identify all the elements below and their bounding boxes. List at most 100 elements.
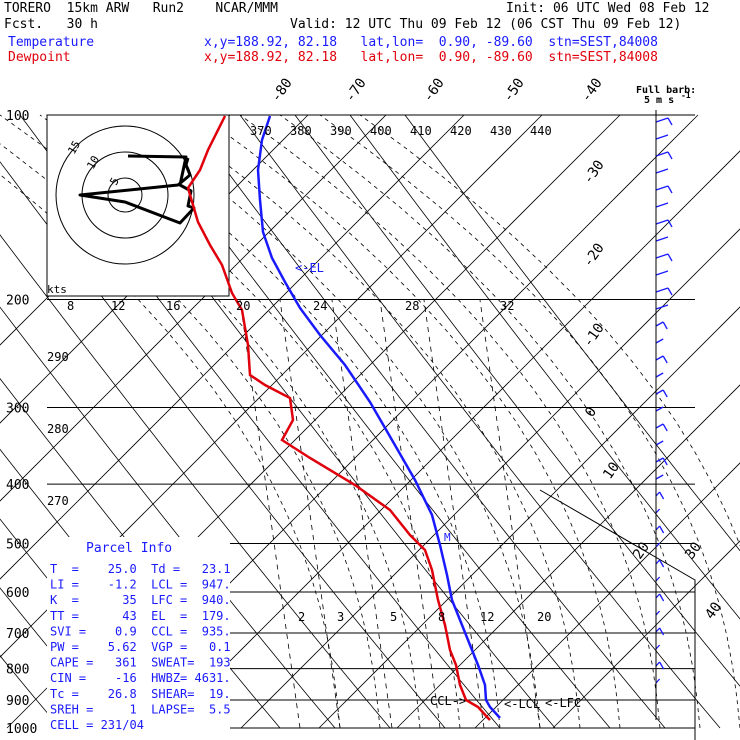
dry-adiabat bbox=[0, 234, 391, 729]
mixing-ratio-line bbox=[423, 299, 485, 729]
temperature-legend: Temperature bbox=[8, 35, 95, 50]
dry-adiabat bbox=[239, 114, 721, 729]
mixing-ratio-line bbox=[479, 299, 541, 729]
pressure-label-400: 400 bbox=[6, 478, 29, 493]
wind-barb bbox=[655, 219, 669, 225]
parcel-info-row: K = 35 LFC = 940. bbox=[50, 593, 231, 607]
wind-barb bbox=[655, 661, 661, 667]
wind-barb bbox=[655, 576, 661, 582]
hodograph-trace bbox=[78, 154, 196, 225]
dry-adiabat bbox=[404, 114, 740, 552]
wind-barb bbox=[655, 627, 661, 633]
parcel-info-row: SVI = 0.9 CCL = 935. bbox=[50, 624, 231, 638]
dry-adiabat bbox=[0, 306, 336, 729]
mixing-lower-label-20: 20 bbox=[537, 610, 551, 624]
theta-e-label-430: 430 bbox=[490, 124, 512, 138]
wind-barb bbox=[655, 117, 669, 123]
mixing-upper-label-28: 28 bbox=[405, 299, 419, 313]
mixing-lower-label-2: 2 bbox=[298, 610, 305, 624]
mixing-ratio-line bbox=[279, 299, 341, 729]
hodo-ring-label-15: 15 bbox=[65, 139, 83, 157]
wind-barb-feather bbox=[667, 117, 673, 126]
wind-barb bbox=[655, 593, 661, 599]
wind-barb-feather bbox=[667, 185, 673, 194]
wind-barb bbox=[655, 134, 669, 140]
dry-adiabat bbox=[294, 114, 740, 687]
wind-barb bbox=[655, 389, 664, 395]
wind-barb bbox=[655, 491, 661, 497]
theta-e-label-380: 380 bbox=[290, 124, 312, 138]
wind-barb-feather bbox=[667, 287, 673, 296]
el-annotation: <-EL bbox=[295, 261, 324, 275]
wind-barb bbox=[655, 644, 661, 650]
isotherm-line bbox=[552, 540, 740, 729]
isotherm-line bbox=[162, 150, 740, 729]
isotherm-label--10: -10 bbox=[580, 320, 608, 350]
wind-barb-feather bbox=[667, 151, 673, 160]
wind-barb bbox=[655, 559, 661, 565]
theta-e-label-390: 390 bbox=[330, 124, 352, 138]
pressure-label-900: 900 bbox=[6, 694, 29, 709]
parcel-info-row: Tc = 26.8 SHEAR= 19. bbox=[50, 687, 231, 701]
lcl-annotation: <-LCL bbox=[504, 697, 540, 711]
wind-barb bbox=[655, 321, 664, 327]
wind-barb-feather bbox=[667, 219, 673, 228]
barb-legend-sup: -1 bbox=[681, 91, 691, 100]
mixing-ratio-lines bbox=[239, 299, 541, 729]
theta-e-label-370: 370 bbox=[250, 124, 272, 138]
hodo-units-label: kts bbox=[47, 283, 67, 296]
barb-legend-line1: Full barb: bbox=[636, 85, 696, 96]
wind-barb bbox=[655, 151, 669, 157]
wind-barb bbox=[655, 287, 669, 293]
mixing-upper-label-20: 20 bbox=[236, 299, 250, 313]
model-title: TORERO 15km ARW Run2 NCAR/MMM bbox=[4, 1, 278, 16]
wind-barb bbox=[655, 457, 664, 463]
parcel-info-row: TT = 43 EL = 179. bbox=[50, 609, 231, 623]
parcel-info-title: Parcel Info bbox=[86, 541, 172, 556]
wind-barb bbox=[655, 423, 664, 429]
hodo-ring-label-10: 10 bbox=[84, 154, 102, 172]
wind-barb bbox=[655, 253, 669, 259]
moist-adiabat bbox=[199, 114, 621, 729]
parcel-info-row: PW = 5.62 VGP = 0.1 bbox=[50, 640, 231, 654]
wind-barb bbox=[655, 270, 669, 276]
pressure-label-700: 700 bbox=[6, 627, 29, 642]
isotherm-label--50: -50 bbox=[500, 75, 528, 105]
mixing-ratio-line bbox=[379, 299, 441, 729]
moist-adiabat bbox=[159, 114, 581, 729]
dry-adiabat bbox=[0, 161, 446, 729]
wind-barb-feather bbox=[662, 457, 668, 466]
wind-barb bbox=[655, 236, 669, 242]
wind-barb bbox=[655, 185, 669, 191]
wind-barb-feather bbox=[662, 321, 668, 330]
dewpoint-profile bbox=[186, 115, 491, 721]
isotherm-label-10: 10 bbox=[600, 459, 623, 482]
ccl-annotation: CCL-> bbox=[430, 694, 466, 708]
pressure-label-500: 500 bbox=[6, 537, 29, 552]
wind-barb bbox=[655, 372, 664, 378]
pressure-label-800: 800 bbox=[6, 663, 29, 678]
mixing-ratio-line bbox=[331, 299, 393, 729]
wind-barb-feather bbox=[659, 559, 665, 568]
lower-right-boundary bbox=[539, 489, 696, 740]
theta-e-label-440: 440 bbox=[530, 124, 552, 138]
mixing-lower-label-12: 12 bbox=[480, 610, 494, 624]
dewpoint-location: x,y=188.92, 82.18 lat,lon= 0.90, -89.60 … bbox=[204, 50, 658, 65]
mixing-lower-label-8: 8 bbox=[438, 610, 445, 624]
moist-adiabat bbox=[239, 114, 661, 729]
dewpoint-legend: Dewpoint bbox=[8, 50, 71, 65]
moist-adiabat bbox=[279, 114, 701, 729]
wind-barb bbox=[655, 202, 669, 208]
dry-adiabat bbox=[0, 587, 116, 729]
isotherm-line bbox=[0, 114, 465, 580]
theta-label-290: 290 bbox=[47, 350, 69, 364]
wind-barb-feather bbox=[659, 661, 665, 670]
parcel-info-row: T = 25.0 Td = 23.1 bbox=[50, 562, 231, 576]
wind-barb bbox=[655, 440, 664, 446]
mixing-upper-label-12: 12 bbox=[111, 299, 125, 313]
theta-e-label-420: 420 bbox=[450, 124, 472, 138]
isotherm-label-0: 0 bbox=[582, 404, 600, 420]
theta-label-270: 270 bbox=[47, 494, 69, 508]
dry-adiabat bbox=[184, 114, 666, 729]
